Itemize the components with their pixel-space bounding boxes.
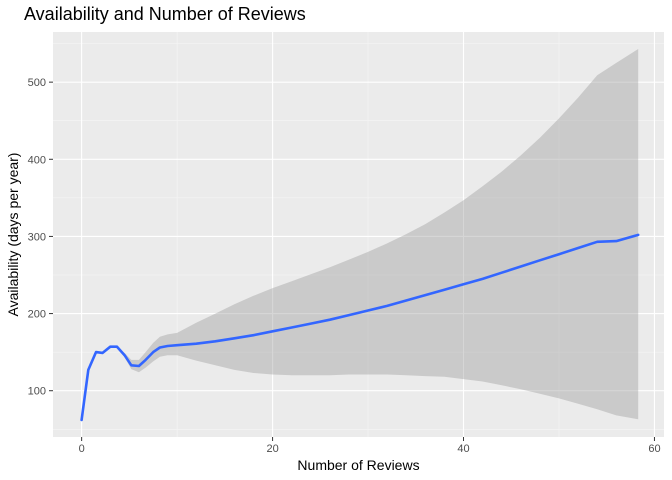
minor-gridlines (53, 32, 664, 437)
x-tick-label: 0 (79, 443, 85, 455)
y-tick-label: 300 (28, 231, 46, 243)
y-axis: 100 200 300 400 500 (28, 77, 53, 398)
chart-title: Availability and Number of Reviews (24, 4, 306, 24)
smooth-trend-line (80, 233, 640, 422)
confidence-ribbon (81, 49, 639, 420)
x-tick-label: 60 (648, 443, 660, 455)
y-axis-title: Availability (days per year) (5, 153, 21, 317)
y-tick-label: 400 (28, 154, 46, 166)
y-tick-label: 100 (28, 386, 46, 398)
plot-panel (53, 32, 664, 437)
x-tick-label: 20 (266, 443, 278, 455)
x-axis: 0 20 40 60 (79, 437, 661, 455)
x-axis-title: Number of Reviews (297, 457, 419, 473)
y-tick-label: 200 (28, 309, 46, 321)
y-tick-label: 500 (28, 77, 46, 89)
x-tick-label: 40 (457, 443, 469, 455)
major-gridlines (53, 32, 664, 437)
